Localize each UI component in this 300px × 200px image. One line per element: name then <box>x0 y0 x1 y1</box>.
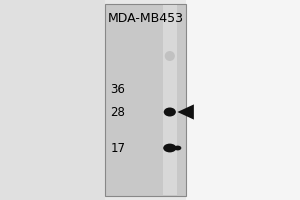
Bar <box>163 5 177 195</box>
Polygon shape <box>177 104 194 120</box>
Text: 28: 28 <box>110 106 125 118</box>
Ellipse shape <box>165 51 175 61</box>
Circle shape <box>163 144 176 152</box>
Text: 36: 36 <box>110 83 125 96</box>
Bar <box>105 4 186 196</box>
Bar <box>186 0 300 200</box>
Circle shape <box>174 146 181 150</box>
Ellipse shape <box>164 108 176 116</box>
Text: MDA-MB453: MDA-MB453 <box>107 12 184 25</box>
Text: 17: 17 <box>110 142 125 154</box>
Bar <box>0 0 105 200</box>
